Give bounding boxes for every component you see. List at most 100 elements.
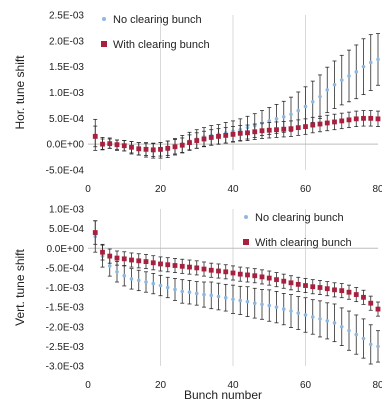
data-point bbox=[245, 130, 250, 136]
data-point bbox=[144, 280, 148, 284]
data-point bbox=[368, 60, 373, 65]
data-point bbox=[92, 134, 98, 139]
data-point bbox=[274, 277, 279, 283]
data-point bbox=[216, 134, 221, 139]
data-point bbox=[339, 78, 344, 82]
data-point bbox=[230, 270, 236, 276]
data-point bbox=[245, 299, 250, 304]
data-point bbox=[281, 114, 286, 119]
data-point bbox=[208, 135, 214, 140]
data-point bbox=[332, 321, 337, 325]
data-point bbox=[281, 126, 287, 132]
data-point bbox=[324, 120, 330, 126]
y-tick-label: -3.0E-03 bbox=[46, 362, 85, 373]
data-point bbox=[179, 142, 185, 148]
data-point bbox=[151, 281, 156, 286]
data-point bbox=[332, 287, 337, 293]
data-point bbox=[129, 277, 134, 281]
legend-label: With clearing bunch bbox=[255, 237, 352, 249]
data-point bbox=[325, 88, 330, 92]
data-point bbox=[347, 328, 351, 333]
data-point bbox=[274, 117, 279, 121]
data-point bbox=[150, 260, 156, 266]
data-point bbox=[260, 302, 264, 307]
data-point bbox=[187, 264, 192, 270]
data-point bbox=[180, 289, 185, 294]
data-point bbox=[252, 273, 258, 279]
y-tick-label: 2.5E-03 bbox=[49, 11, 84, 22]
data-point bbox=[310, 284, 316, 290]
data-point bbox=[267, 119, 272, 123]
data-point bbox=[165, 262, 171, 268]
legend-label: No clearing bunch bbox=[113, 14, 202, 26]
data-point bbox=[266, 275, 272, 281]
x-tick-label: 20 bbox=[155, 380, 167, 391]
data-point bbox=[100, 249, 105, 255]
y-tick-label: 2.0E-03 bbox=[49, 36, 84, 47]
legend-marker bbox=[244, 215, 248, 219]
data-point bbox=[237, 130, 243, 136]
x-tick-label: 60 bbox=[300, 184, 312, 195]
data-point bbox=[245, 272, 250, 278]
data-point bbox=[150, 147, 156, 153]
y-tick-label: 5.0E-04 bbox=[49, 114, 84, 125]
data-point bbox=[129, 144, 134, 150]
x-tick-label: 80 bbox=[372, 380, 382, 391]
y-tick-label: 0.0E+00 bbox=[46, 140, 84, 151]
data-point bbox=[325, 319, 330, 323]
data-point bbox=[368, 342, 373, 347]
data-point bbox=[375, 116, 381, 122]
legend-marker bbox=[101, 41, 107, 47]
y-tick-label: -5.0E-04 bbox=[46, 263, 85, 274]
data-point bbox=[172, 144, 178, 150]
data-point bbox=[107, 253, 113, 259]
data-point bbox=[376, 57, 380, 62]
data-point bbox=[202, 292, 206, 297]
data-point bbox=[136, 146, 142, 152]
legend-label: With clearing bunch bbox=[113, 39, 210, 51]
data-point bbox=[267, 303, 272, 308]
data-point bbox=[353, 116, 359, 122]
data-point bbox=[361, 115, 366, 121]
data-point bbox=[347, 74, 351, 78]
data-point bbox=[223, 295, 228, 300]
data-point bbox=[295, 125, 301, 131]
data-point bbox=[375, 306, 381, 312]
data-point bbox=[289, 112, 293, 116]
x-tick-label: 20 bbox=[155, 184, 167, 195]
data-point bbox=[122, 273, 127, 278]
y-tick-label: 1.0E-03 bbox=[49, 88, 84, 99]
y-tick-label: -2.0E-03 bbox=[46, 322, 85, 333]
y-axis-title: Vert. tune shift bbox=[13, 248, 27, 325]
data-point bbox=[158, 261, 163, 267]
data-point bbox=[259, 274, 265, 280]
data-point bbox=[158, 146, 163, 152]
data-point bbox=[274, 305, 279, 309]
top-panel: -5.0E-04 0.0E+00 5.0E-04 1.0E-03 1.5E-03 2.0E… bbox=[13, 11, 382, 196]
y-tick-label: -1.0E-03 bbox=[46, 283, 85, 294]
x-tick-label: 40 bbox=[227, 184, 239, 195]
data-point bbox=[201, 136, 207, 142]
data-point bbox=[317, 121, 323, 127]
legend-marker bbox=[102, 17, 106, 21]
data-point bbox=[310, 100, 315, 104]
data-point bbox=[238, 298, 243, 303]
data-point bbox=[274, 127, 279, 133]
data-point bbox=[100, 141, 105, 147]
data-point bbox=[158, 283, 163, 288]
data-point bbox=[376, 344, 380, 349]
series-no-clearing bbox=[93, 220, 380, 365]
data-point bbox=[223, 269, 229, 275]
data-point bbox=[303, 104, 308, 109]
data-point bbox=[129, 257, 134, 263]
data-point bbox=[143, 259, 149, 264]
data-point bbox=[223, 132, 229, 138]
data-point bbox=[114, 142, 120, 148]
data-point bbox=[194, 265, 200, 271]
data-point bbox=[303, 313, 308, 317]
x-tick-label: 0 bbox=[85, 380, 91, 391]
x-tick-label: 0 bbox=[85, 184, 91, 195]
data-point bbox=[318, 94, 322, 99]
y-tick-label: -2.5E-03 bbox=[46, 342, 85, 353]
data-point bbox=[172, 263, 178, 268]
